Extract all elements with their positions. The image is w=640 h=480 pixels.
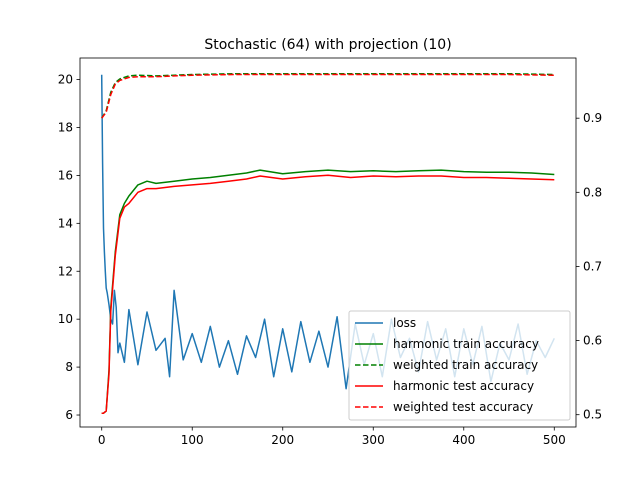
x-tick-label: 0: [98, 433, 106, 447]
legend-label: harmonic test accuracy: [393, 379, 534, 393]
legend-label: loss: [393, 316, 416, 330]
y-left-tick-label: 18: [58, 120, 73, 134]
y-left-tick-label: 16: [58, 168, 73, 182]
series-line-weighted-test-accuracy: [101, 73, 555, 119]
series-line-harmonic-test-accuracy: [101, 174, 555, 414]
legend-label: weighted test accuracy: [393, 400, 533, 414]
x-tick-label: 500: [543, 433, 566, 447]
x-tick-label: 400: [452, 433, 475, 447]
y-left-tick-label: 12: [58, 264, 73, 278]
y-left-tick-label: 20: [58, 73, 73, 87]
y-right-tick-label: 0.7: [583, 259, 602, 273]
legend-label: harmonic train accuracy: [393, 337, 539, 351]
x-tick-label: 200: [271, 433, 294, 447]
y-left-tick-label: 6: [65, 408, 73, 422]
legend: loss harmonic train accuracy weighted trai…: [348, 310, 571, 421]
y-right-tick-label: 0.8: [583, 185, 602, 199]
x-tick-label: 100: [181, 433, 204, 447]
axes-layer: 0 100 200 300 400 500 6 8 10 12 14 16 18 20 0.5 0.6 0.7 0…: [58, 57, 602, 447]
plot-frame: [79, 57, 577, 428]
legend-box: [348, 310, 571, 421]
y-right-tick-label: 0.6: [583, 334, 602, 348]
y-left-tick-label: 14: [58, 216, 73, 230]
chart-title: Stochastic (64) with projection (10): [204, 37, 451, 53]
x-tick-label: 300: [362, 433, 385, 447]
y-right-tick-label: 0.9: [583, 111, 602, 125]
y-left-tick-label: 8: [65, 360, 73, 374]
y-right-tick-label: 0.5: [583, 408, 602, 422]
y-left-tick-label: 10: [58, 312, 73, 326]
legend-label: weighted train accuracy: [393, 358, 538, 372]
series-line-weighted-train-accuracy: [101, 72, 555, 119]
